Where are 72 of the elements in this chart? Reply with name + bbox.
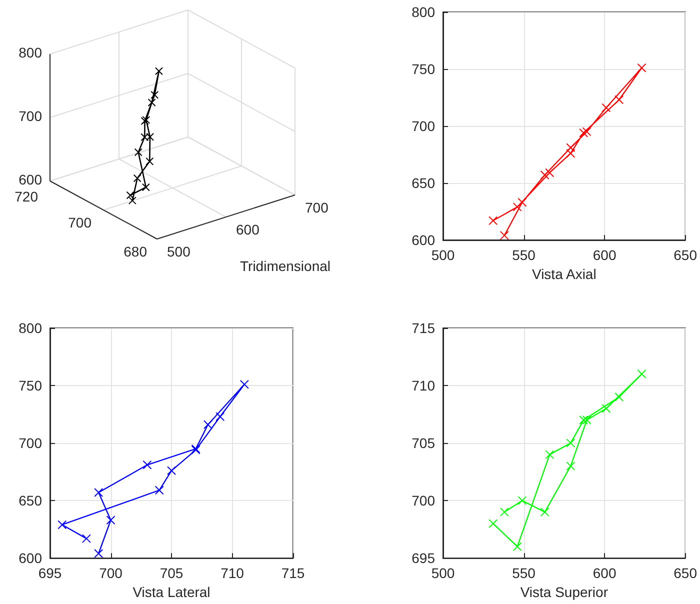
text: 720 <box>14 188 38 205</box>
x-axis-title: Vista Lateral <box>132 584 210 600</box>
y-tick-label: 700 <box>18 435 42 452</box>
point <box>566 462 576 471</box>
x-tick-label: 650 <box>674 247 698 263</box>
y-tick-label: 650 <box>18 492 42 509</box>
point <box>500 508 509 517</box>
y-tick-label: 710 <box>412 378 436 394</box>
y-tick-label: 800 <box>412 4 436 20</box>
point <box>545 168 554 178</box>
text: 680 <box>124 244 148 260</box>
x-tick-label: 600 <box>592 565 616 582</box>
point <box>582 127 592 136</box>
x-tick-label: 500 <box>431 565 455 582</box>
point <box>82 534 91 544</box>
x-tick-label: 600 <box>592 247 616 263</box>
y-tick-label: 695 <box>412 550 436 566</box>
text: 700 <box>305 200 329 216</box>
point <box>58 520 67 530</box>
point <box>582 416 592 425</box>
y-tick-label: 750 <box>412 61 436 77</box>
point <box>216 412 225 422</box>
text: 700 <box>68 214 92 231</box>
point <box>566 438 576 448</box>
x-tick-label: 695 <box>38 565 62 582</box>
x-tick-label: 710 <box>220 565 244 582</box>
point <box>579 128 588 138</box>
x-tick-label: 550 <box>512 565 536 582</box>
point <box>540 170 550 180</box>
point <box>142 460 152 470</box>
x-axis-title: Vista Axial <box>532 266 596 282</box>
x-tick-label: 700 <box>99 565 123 582</box>
point <box>518 198 527 207</box>
point <box>602 103 611 112</box>
y-tick-label: 600 <box>412 232 436 248</box>
point <box>167 466 176 476</box>
text: Tridimensional <box>240 258 331 274</box>
y-tick-label: 750 <box>18 378 42 394</box>
point <box>106 516 116 525</box>
y-tick-label: 715 <box>412 320 436 336</box>
point <box>488 519 498 528</box>
point <box>94 488 104 498</box>
point <box>500 230 509 240</box>
text: 600 <box>236 222 260 238</box>
y-tick-label: 700 <box>412 492 436 509</box>
point <box>240 380 249 389</box>
point <box>154 486 164 495</box>
x-tick-label: 650 <box>674 565 698 582</box>
point <box>637 370 646 379</box>
point <box>512 202 522 212</box>
point <box>614 95 624 104</box>
point <box>488 216 498 226</box>
x-tick-label: 715 <box>281 565 305 582</box>
point <box>203 420 212 430</box>
point <box>518 496 527 506</box>
point <box>614 392 624 402</box>
point <box>602 404 611 414</box>
y-tick-label: 700 <box>412 118 436 134</box>
x-axis-title: Vista Superior <box>520 584 608 600</box>
x-tick-label: 705 <box>160 565 184 582</box>
x-tick-label: 550 <box>512 247 536 263</box>
y-tick-label: 650 <box>412 175 436 191</box>
x-tick-label: 500 <box>431 247 455 263</box>
point <box>545 450 554 460</box>
point <box>512 542 522 552</box>
y-tick-label: 600 <box>18 550 42 566</box>
point <box>579 416 588 425</box>
y-tick-label: 705 <box>412 435 436 452</box>
point <box>540 508 550 517</box>
point <box>94 549 104 558</box>
point <box>637 63 646 72</box>
y-tick-label: 800 <box>18 320 42 336</box>
